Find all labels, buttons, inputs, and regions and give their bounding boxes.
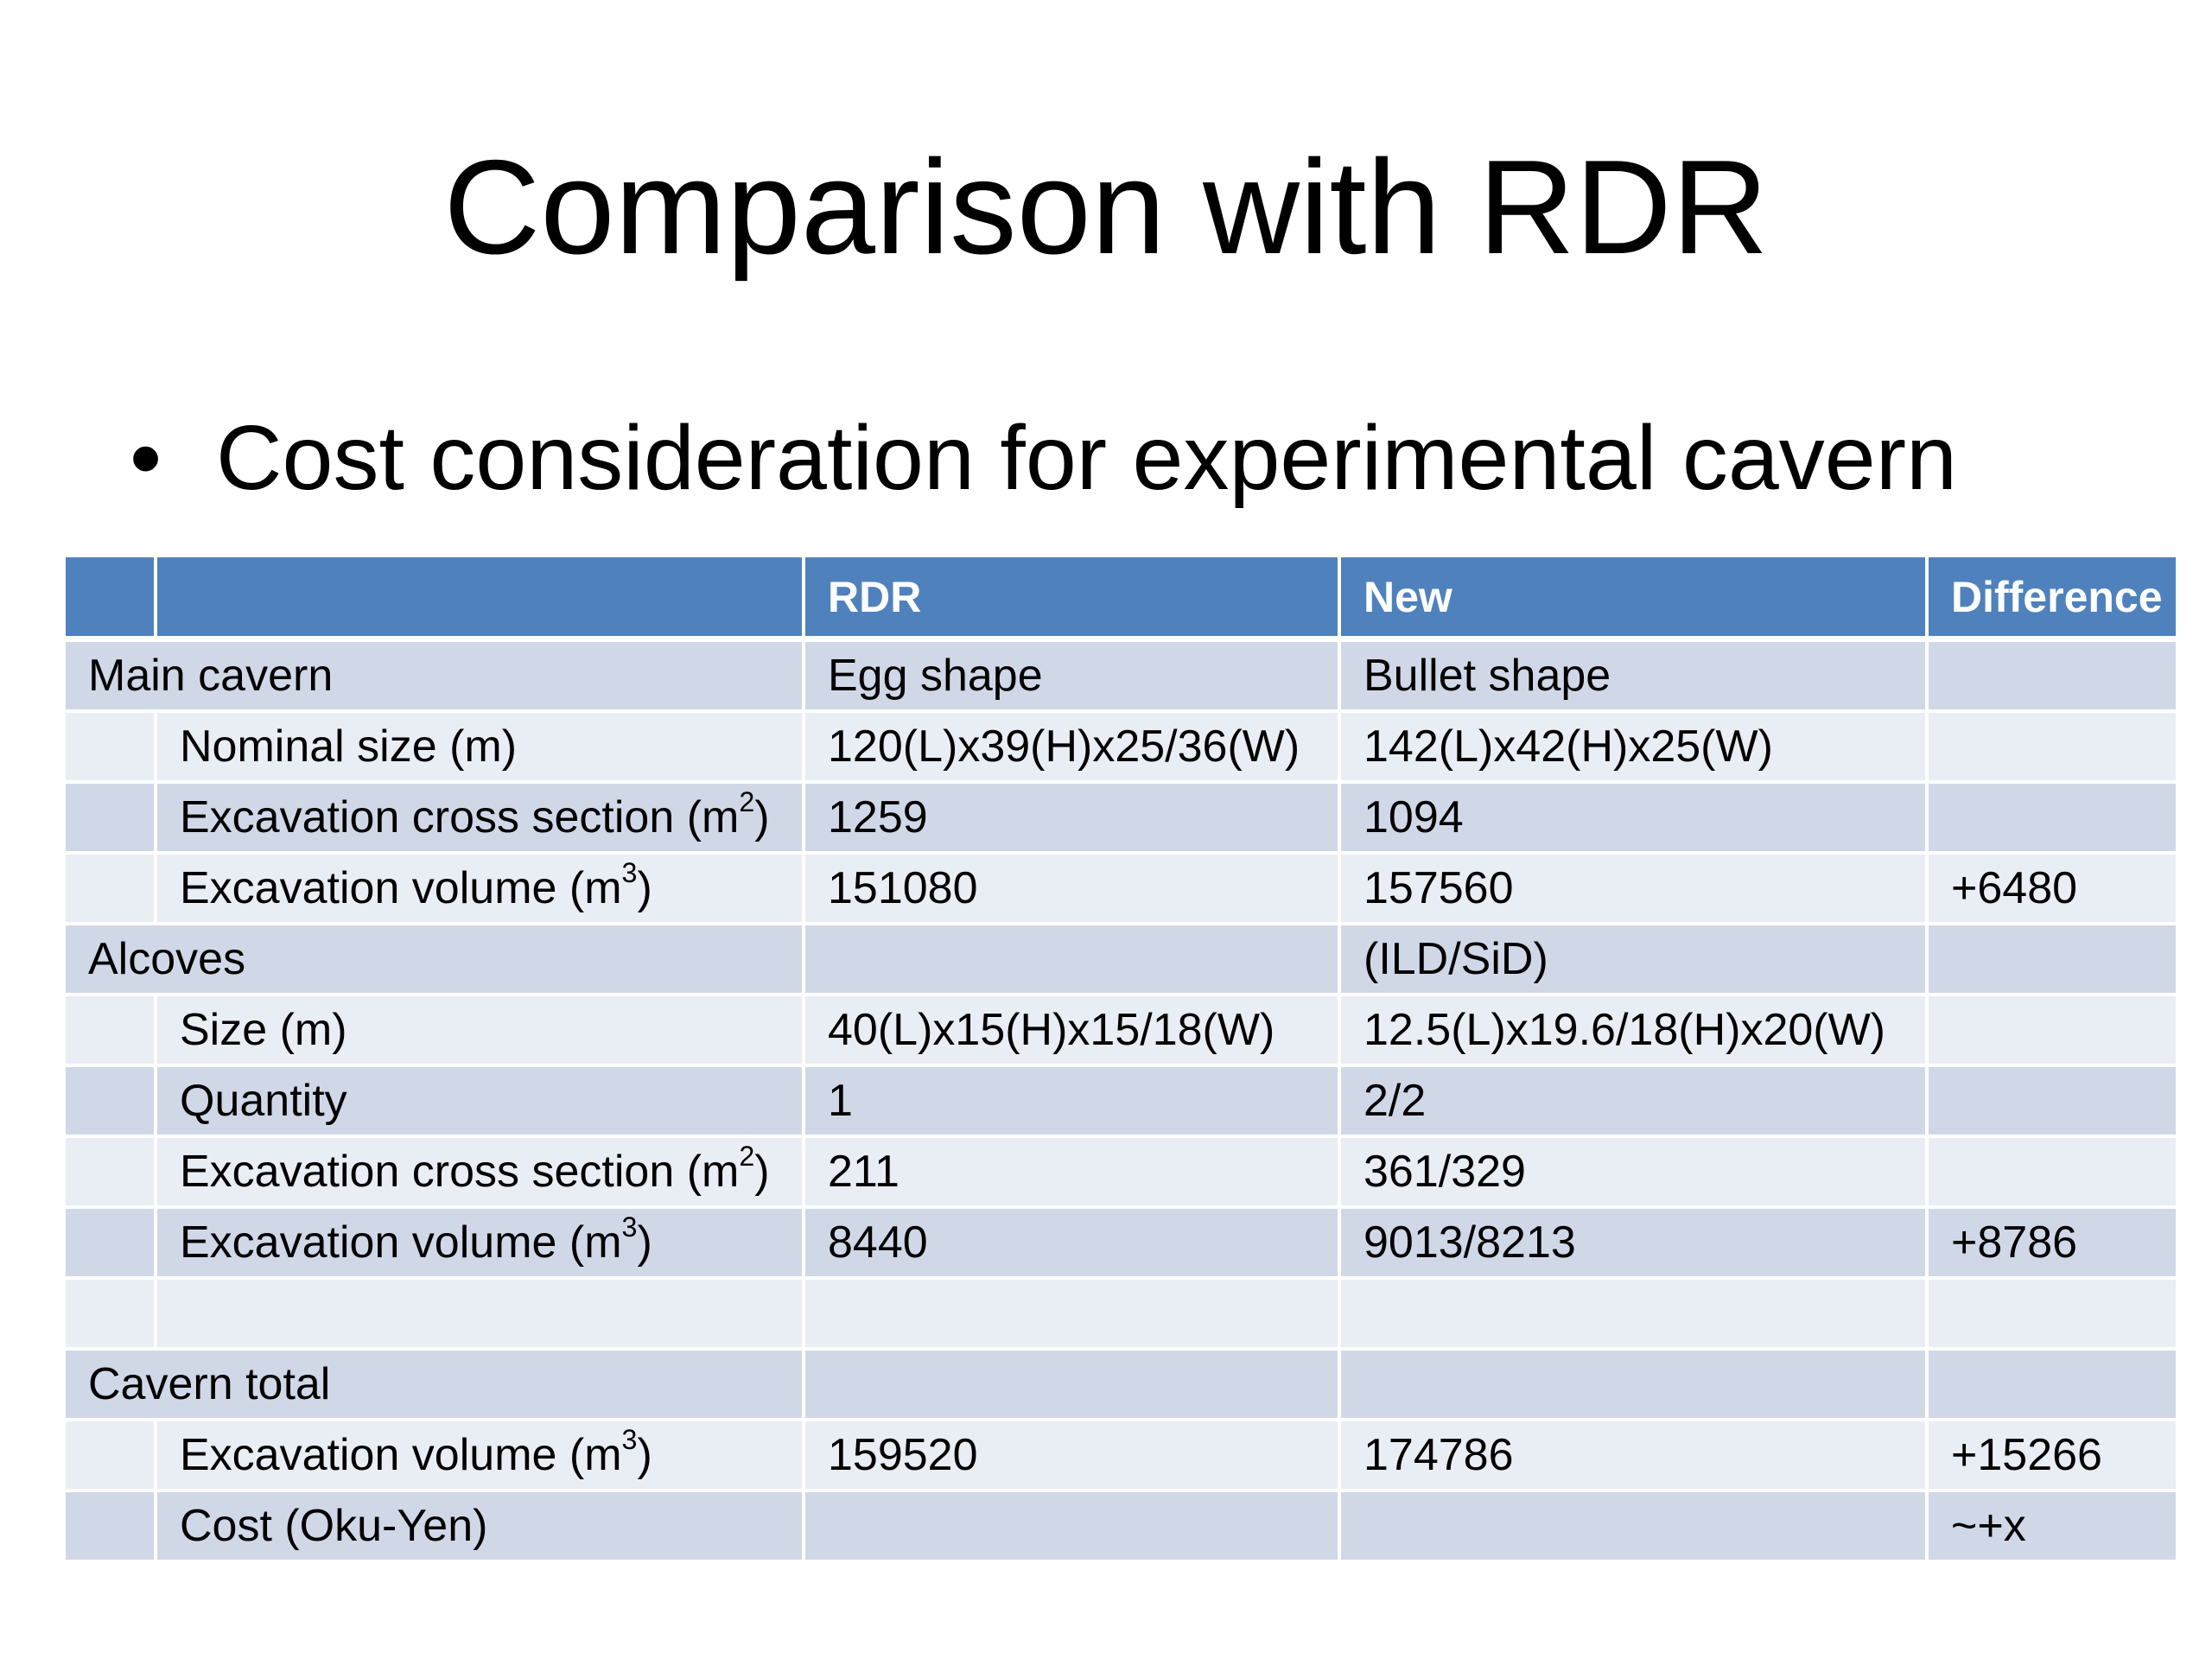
row-label-text: Excavation volume (m [180, 863, 622, 913]
unit-exponent: 3 [621, 1211, 638, 1243]
table-row: Excavation volume (m3) 159520 174786 +15… [62, 1418, 2179, 1492]
cell-rdr [802, 922, 1341, 996]
cell-new: 12.5(L)x19.6/18(H)x20(W) [1338, 993, 1929, 1067]
row-label: Size (m) [154, 993, 805, 1067]
cell-rdr: 40(L)x15(H)x15/18(W) [802, 993, 1341, 1067]
cell-difference [1925, 637, 2179, 713]
cell-new: 2/2 [1338, 1064, 1929, 1138]
row-label: Excavation volume (m3) [154, 1205, 805, 1280]
table-row: Main cavern Egg shape Bullet shape [62, 637, 2179, 713]
table-row: Excavation volume (m3) 8440 9013/8213 +8… [62, 1205, 2179, 1280]
unit-exponent: 2 [739, 785, 755, 817]
indent-cell [62, 780, 157, 855]
cell-difference: +6480 [1925, 851, 2179, 925]
cell-new: 361/329 [1338, 1135, 1929, 1209]
cell-rdr [802, 1276, 1341, 1351]
table-row: Cost (Oku-Yen) ~+x [62, 1489, 2179, 1563]
row-label: Cost (Oku-Yen) [154, 1489, 805, 1563]
row-label: Nominal size (m) [154, 709, 805, 784]
cell-rdr [802, 1347, 1341, 1421]
cell-difference: ~+x [1925, 1489, 2179, 1563]
table-header-row: RDR New Difference [62, 554, 2179, 642]
indent-cell [62, 1064, 157, 1138]
cell-rdr: 1259 [802, 780, 1341, 855]
unit-exponent: 3 [621, 1423, 638, 1455]
row-label [154, 1276, 805, 1351]
unit-exponent: 2 [739, 1140, 755, 1172]
row-label: Excavation cross section (m2) [154, 780, 805, 855]
cell-new [1338, 1489, 1929, 1563]
table-row: Excavation volume (m3) 151080 157560 +64… [62, 851, 2179, 925]
cell-rdr: 1 [802, 1064, 1341, 1138]
cell-new: 157560 [1338, 851, 1929, 925]
header-cell-item [154, 554, 805, 642]
cell-difference [1925, 709, 2179, 784]
row-label-text: Excavation cross section (m [180, 792, 740, 842]
header-cell-indent [62, 554, 157, 642]
indent-cell [62, 709, 157, 784]
indent-cell [62, 851, 157, 925]
indent-cell [62, 1276, 157, 1351]
table-row: Alcoves (ILD/SiD) [62, 922, 2179, 996]
cell-new [1338, 1347, 1929, 1421]
cell-difference [1925, 780, 2179, 855]
table-row: Quantity 1 2/2 [62, 1064, 2179, 1138]
indent-cell [62, 1135, 157, 1209]
cell-new: 9013/8213 [1338, 1205, 1929, 1280]
table-row: Cavern total [62, 1347, 2179, 1421]
cell-new [1338, 1276, 1929, 1351]
cell-difference: +8786 [1925, 1205, 2179, 1280]
bullet-item: • Cost consideration for experimental cav… [130, 402, 1957, 514]
cell-difference [1925, 1135, 2179, 1209]
table-row [62, 1276, 2179, 1351]
row-group-label: Main cavern [62, 637, 805, 713]
table-row: Nominal size (m) 120(L)x39(H)x25/36(W) 1… [62, 709, 2179, 784]
cell-difference [1925, 993, 2179, 1067]
row-label: Excavation volume (m3) [154, 1418, 805, 1492]
indent-cell [62, 993, 157, 1067]
cell-difference [1925, 922, 2179, 996]
table-row: Excavation cross section (m2) 1259 1094 [62, 780, 2179, 855]
indent-cell [62, 1418, 157, 1492]
table-row: Size (m) 40(L)x15(H)x15/18(W) 12.5(L)x19… [62, 993, 2179, 1067]
slide-title: Comparison with RDR [443, 132, 1769, 282]
cell-difference [1925, 1347, 2179, 1421]
cell-new: 1094 [1338, 780, 1929, 855]
unit-exponent: 3 [621, 856, 638, 888]
cell-rdr: Egg shape [802, 637, 1341, 713]
cell-rdr: 151080 [802, 851, 1341, 925]
header-cell-new: New [1338, 554, 1929, 642]
cell-new: 142(L)x42(H)x25(W) [1338, 709, 1929, 784]
cell-new: 174786 [1338, 1418, 1929, 1492]
cell-rdr: 8440 [802, 1205, 1341, 1280]
row-label-text: Excavation cross section (m [180, 1147, 740, 1197]
row-label-text: Excavation volume (m [180, 1430, 622, 1480]
cell-new: (ILD/SiD) [1338, 922, 1929, 996]
cell-difference [1925, 1064, 2179, 1138]
header-cell-difference: Difference [1925, 554, 2179, 642]
cell-rdr: 120(L)x39(H)x25/36(W) [802, 709, 1341, 784]
row-group-label: Cavern total [62, 1347, 805, 1421]
row-group-label: Alcoves [62, 922, 805, 996]
comparison-table: RDR New Difference Main cavern Egg shape… [62, 554, 2179, 1563]
cell-new: Bullet shape [1338, 637, 1929, 713]
bullet-text: Cost consideration for experimental cave… [216, 407, 1957, 509]
header-cell-rdr: RDR [802, 554, 1341, 642]
cell-rdr [802, 1489, 1341, 1563]
cell-difference: +15266 [1925, 1418, 2179, 1492]
cell-rdr: 211 [802, 1135, 1341, 1209]
row-label: Quantity [154, 1064, 805, 1138]
row-label-text: Excavation volume (m [180, 1217, 622, 1268]
bullet-dot-icon: • [130, 407, 162, 509]
table-row: Excavation cross section (m2) 211 361/32… [62, 1135, 2179, 1209]
row-label: Excavation cross section (m2) [154, 1135, 805, 1209]
indent-cell [62, 1205, 157, 1280]
cell-rdr: 159520 [802, 1418, 1341, 1492]
indent-cell [62, 1489, 157, 1563]
cell-difference [1925, 1276, 2179, 1351]
row-label: Excavation volume (m3) [154, 851, 805, 925]
